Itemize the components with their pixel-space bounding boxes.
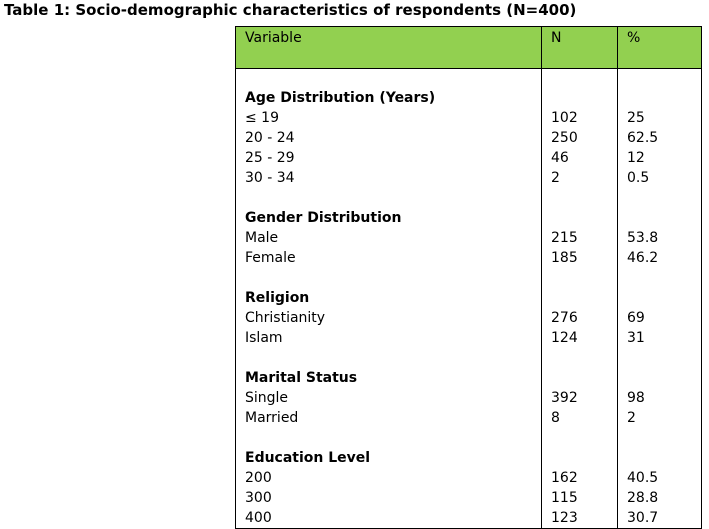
row-percent-value: 30.7 [627,510,659,526]
header-percent: % [617,26,702,69]
row-label: 30 - 34 [245,170,295,186]
table-caption: Table 1: Socio-demographic characteristi… [4,1,577,19]
group-title: Gender Distribution [245,210,402,226]
spacer-line [627,348,701,368]
row-n-value: 124 [551,330,578,346]
row-n-value: 46 [551,150,569,166]
spacer-line [627,428,701,448]
group-title-spacer [551,368,617,388]
spacer-line [245,188,541,208]
row-n-value: 392 [551,390,578,406]
spacer-line [627,188,701,208]
row-n-value: 162 [551,470,578,486]
row-percent-value: 12 [627,150,645,166]
row-label: Islam [245,330,283,346]
row-percent-value: 31 [627,330,645,346]
row-label: Married [245,410,299,426]
row-label: ≤ 19 [245,110,279,126]
row-percent-value: 0.5 [627,170,650,186]
row-n-value: 102 [551,110,578,126]
row-label: Single [245,390,289,406]
row-percent-value: 53.8 [627,230,659,246]
group-title-spacer [627,88,701,108]
row-n-value: 8 [551,410,560,426]
row-label: 400 [245,510,272,526]
row-n-value: 185 [551,250,578,266]
table-body-row: Age Distribution (Years) ≤ 19 20 - 24 25 - … [235,68,702,529]
row-label: 300 [245,490,272,506]
row-percent-value: 62.5 [627,130,659,146]
spacer-line [627,268,701,288]
row-percent-value: 2 [627,410,636,426]
row-label: Female [245,250,296,266]
group-title-spacer [551,448,617,468]
spacer-line [551,348,617,368]
row-n-value: 123 [551,510,578,526]
row-percent-value: 25 [627,110,645,126]
demographics-table: Variable N % Age Distribution (Years) ≤ 1… [235,26,702,529]
variable-column: Age Distribution (Years) ≤ 19 20 - 24 25 - … [235,68,542,529]
row-n-value: 276 [551,310,578,326]
group-title-spacer [551,88,617,108]
group-title-spacer [627,448,701,468]
spacer-line [245,268,541,288]
spacer-line [245,428,541,448]
n-column: 102 250 46 2 215 185 276 124 392 8 162 115 123 [541,68,618,529]
group-title: Education Level [245,450,371,466]
group-title: Religion [245,290,310,306]
row-percent-value: 98 [627,390,645,406]
row-percent-value: 40.5 [627,470,659,486]
header-n: N [541,26,618,69]
row-n-value: 2 [551,170,560,186]
row-percent-value: 69 [627,310,645,326]
header-variable: Variable [235,26,542,69]
group-title-spacer [551,208,617,228]
spacer-line [245,348,541,368]
row-percent-value: 46.2 [627,250,659,266]
group-title-spacer [627,368,701,388]
spacer-line [551,188,617,208]
group-title: Age Distribution (Years) [245,90,436,106]
group-title-spacer [551,288,617,308]
row-percent-value: 28.8 [627,490,659,506]
group-title: Marital Status [245,370,358,386]
row-label: Christianity [245,310,326,326]
row-label: Male [245,230,279,246]
spacer-line [551,428,617,448]
row-label: 20 - 24 [245,130,295,146]
percent-column: 25 62.5 12 0.5 53.8 46.2 69 31 98 2 40.5 28.8 30.7 [617,68,702,529]
group-title-spacer [627,288,701,308]
row-n-value: 115 [551,490,578,506]
row-label: 25 - 29 [245,150,295,166]
row-label: 200 [245,470,272,486]
row-n-value: 250 [551,130,578,146]
row-n-value: 215 [551,230,578,246]
table-header-row: Variable N % [235,26,702,69]
group-title-spacer [627,208,701,228]
spacer-line [551,268,617,288]
